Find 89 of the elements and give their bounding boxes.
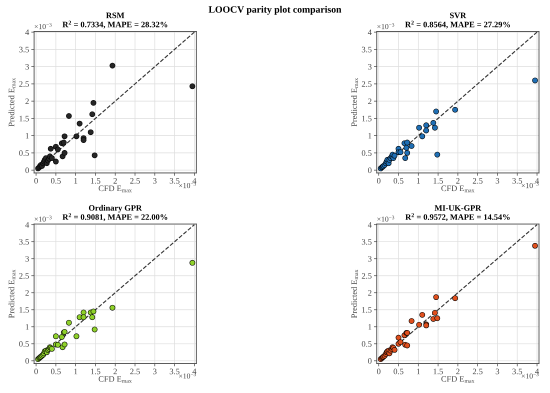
x-tick-label: 4 (192, 178, 196, 184)
y-tick-label: 0 (368, 358, 372, 364)
y-tick-label: 1 (368, 133, 372, 139)
y-tick-label: 0.5 (19, 150, 29, 156)
y-tick-label: 1 (368, 324, 372, 330)
x-tick-label: 0.5 (50, 178, 61, 184)
x-tick-label: 2 (456, 178, 460, 184)
x-tick-label: 0 (376, 368, 380, 374)
y-tick-label: 1 (26, 324, 29, 330)
x-axis-title: CFD E$_{max}$ (98, 186, 132, 192)
x-tick-label: 2.5 (472, 368, 483, 374)
x-tick-label: 0 (34, 368, 38, 374)
x-tick-label: 1.5 (434, 368, 443, 374)
y-tick-label: 0.5 (362, 341, 372, 347)
y-axis-title: Predicted E$_{max}$ (351, 78, 358, 126)
x-tick-label: 3 (153, 178, 157, 184)
x-tick-label: 1 (416, 178, 420, 184)
x-tick-label: 3.5 (170, 368, 180, 374)
y-tick-label: 2 (25, 290, 29, 296)
y-tick-label: 2.5 (362, 81, 372, 87)
x-tick-label: 0 (34, 178, 38, 184)
y-tick-label: 3 (25, 256, 29, 262)
x-tick-label: 1 (74, 178, 78, 184)
x-tick-label: 3.5 (512, 178, 522, 184)
x-tick-label: 1.5 (90, 178, 100, 184)
y-tick-label: 4 (368, 222, 372, 228)
x-axis-title: CFD E$_{max}$ (441, 186, 474, 192)
x-tick-label: 1.5 (434, 178, 443, 184)
text: LOOCV parity plot comparison (208, 6, 342, 15)
y-tick-label: 0.5 (362, 150, 372, 156)
x-tick-label: 4 (535, 368, 539, 374)
x-tick-label: 4 (192, 368, 196, 374)
chart-title: MI-UK-GPR (434, 205, 482, 211)
y-tick-label: 3.5 (362, 46, 372, 52)
y-tick-label: 1.5 (20, 116, 29, 122)
chart-title: RSM (106, 12, 124, 18)
x-tick-label: 0 (376, 178, 380, 184)
y-tick-label: 0 (25, 358, 29, 364)
y-tick-label: 2.5 (362, 273, 372, 279)
x-tick-label: 3 (153, 368, 157, 374)
y-tick-label: 3.5 (19, 46, 29, 52)
y-tick-label: 2 (25, 98, 29, 104)
y-tick-label: 1 (26, 133, 29, 139)
y-tick-label: 3 (25, 64, 29, 70)
y-tick-label: 0 (368, 168, 372, 174)
y-tick-label: 3 (368, 256, 372, 262)
x-tick-label: 3.5 (512, 368, 522, 374)
x-tick-label: 3.5 (170, 178, 180, 184)
x-tick-label: 2.5 (130, 178, 140, 184)
y-tick-label: 4 (25, 222, 30, 228)
x-tick-label: 2 (114, 178, 117, 184)
x-tick-label: 0.5 (50, 368, 61, 374)
y-axis-title: Predicted E$_{max}$ (8, 270, 16, 318)
x-tick-label: 2 (456, 368, 460, 374)
x-tick-label: 1 (416, 368, 420, 374)
chart-subtitle: R$^{2}$ = 0.9572, MAPE = 14.54% (405, 213, 510, 222)
x-tick-label: 1.5 (90, 368, 100, 374)
x-axis-title: CFD E$_{max}$ (441, 376, 474, 383)
x-tick-label: 2.5 (130, 368, 140, 374)
y-tick-label: 2 (368, 290, 372, 296)
y-tick-label: 3.5 (19, 239, 29, 245)
y-tick-label: 1.5 (362, 307, 372, 313)
y-tick-label: 4 (368, 30, 372, 36)
y-tick-label: 2 (368, 98, 372, 104)
x-tick-label: 0.5 (394, 368, 404, 374)
y-tick-label: 3.5 (362, 239, 372, 245)
y-tick-label: 1.5 (20, 307, 29, 313)
x-tick-label: 4 (535, 178, 539, 184)
chart-title: Ordinary GPR (88, 204, 142, 212)
y-axis-title: Predicted E$_{max}$ (351, 270, 358, 318)
x-axis-title: CFD E$_{max}$ (98, 376, 132, 383)
x-tick-label: 3 (496, 178, 500, 184)
y-axis-title: Predicted E$_{max}$ (8, 78, 16, 126)
chart-subtitle: R$^{2}$ = 0.9081, MAPE = 22.00% (62, 213, 168, 222)
y-tick-label: 0 (25, 168, 29, 174)
x-tick-label: 2 (114, 368, 117, 374)
y-tick-label: 4 (25, 30, 30, 36)
x-tick-label: 0.5 (394, 178, 404, 184)
x-tick-label: 3 (496, 368, 500, 374)
y-tick-label: 2.5 (19, 81, 29, 87)
x-tick-label: 2.5 (472, 178, 483, 184)
chart-title: SVR (450, 12, 466, 18)
chart-subtitle: R$^{2}$ = 0.7334, MAPE = 28.32% (62, 20, 168, 29)
chart-subtitle: R$^{2}$ = 0.8564, MAPE = 27.29% (405, 20, 510, 29)
y-tick-label: 1.5 (362, 116, 372, 122)
y-tick-label: 2.5 (19, 273, 29, 279)
x-tick-label: 1 (74, 368, 78, 374)
y-tick-label: 0.5 (19, 341, 29, 347)
y-tick-label: 3 (368, 64, 372, 70)
